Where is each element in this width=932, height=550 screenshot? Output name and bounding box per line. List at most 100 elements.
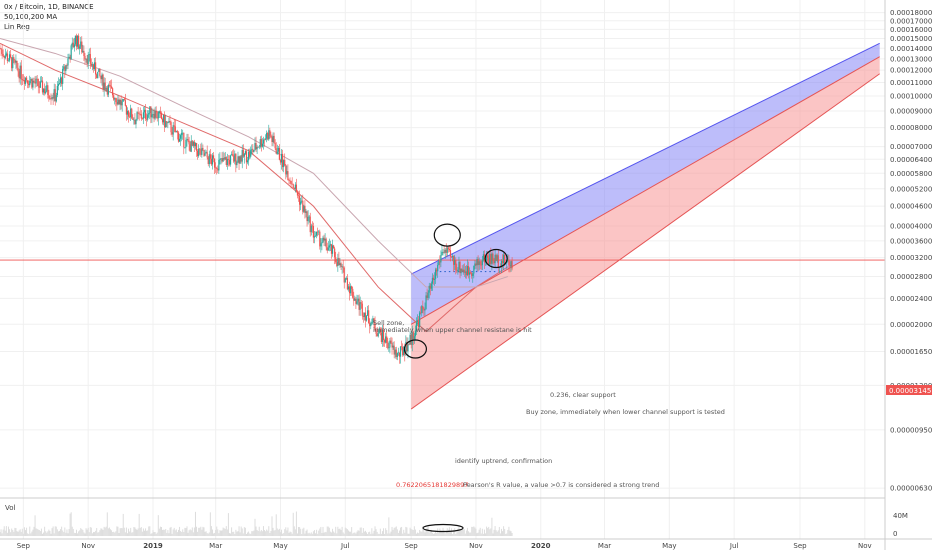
- price-tick-label: 0.00008000: [890, 124, 932, 132]
- channel-middle-line: [410, 56, 880, 325]
- candle-body: [254, 143, 256, 151]
- volume-bar: [204, 531, 206, 536]
- volume-bar: [435, 530, 437, 536]
- volume-bar: [398, 530, 400, 536]
- volume-bar: [191, 527, 193, 536]
- volume-bar: [352, 533, 354, 536]
- volume-bar: [193, 527, 195, 536]
- time-axis[interactable]: Sep Nov 2019 Mar May Jul Sep Nov 2020 Mar May Jul Se…: [0, 538, 932, 550]
- candle-body: [354, 298, 356, 301]
- candle-body: [76, 35, 79, 47]
- volume-bar: [262, 526, 264, 536]
- candle-body: [402, 347, 404, 356]
- volume-bar: [363, 531, 365, 536]
- volume-bar: [334, 532, 336, 536]
- candle-body: [249, 152, 251, 157]
- volume-bar: [390, 531, 392, 536]
- candle-body: [42, 88, 45, 93]
- candle-body: [141, 118, 143, 120]
- volume-bar: [19, 529, 21, 536]
- candle-body: [228, 159, 231, 165]
- volume-bar: [50, 533, 52, 536]
- volume-bar: [104, 527, 106, 536]
- volume-bar: [4, 530, 6, 536]
- volume-bar: [422, 526, 424, 536]
- candle-body: [327, 247, 329, 251]
- volume-bar: [187, 532, 189, 536]
- volume-bar: [22, 533, 24, 536]
- volume-bar: [157, 515, 159, 536]
- volume-bar: [377, 533, 379, 536]
- candle-body: [144, 109, 147, 119]
- volume-bar: [227, 513, 229, 536]
- candle-body: [303, 205, 305, 212]
- candle-body: [507, 259, 509, 261]
- volume-bar: [396, 529, 398, 536]
- candle-body: [71, 42, 73, 46]
- candle-body: [263, 139, 266, 141]
- volume-bar: [383, 528, 385, 536]
- linreg-indicator-label[interactable]: Lin Reg: [4, 23, 30, 31]
- volume-bar: [89, 527, 91, 536]
- candle-body: [485, 255, 488, 261]
- volume-bar: [481, 528, 483, 536]
- candle-body: [5, 53, 7, 56]
- volume-bar: [472, 526, 474, 536]
- volume-bar: [244, 527, 246, 536]
- candle-body: [257, 146, 259, 148]
- candle-body: [408, 344, 410, 345]
- candle-body: [57, 84, 60, 86]
- candle-body: [341, 266, 343, 267]
- volume-bar: [35, 528, 37, 536]
- candle-body: [175, 131, 177, 133]
- candle-body: [339, 263, 341, 266]
- time-tick-label: Nov: [81, 542, 95, 550]
- candle-body: [86, 58, 88, 64]
- time-tick-label: Nov: [469, 542, 483, 550]
- candle-body: [100, 75, 102, 80]
- candle-body: [350, 286, 352, 294]
- volume-bar: [462, 529, 464, 536]
- candle-body: [472, 273, 474, 276]
- candle-body: [135, 119, 137, 125]
- volume-bar: [379, 528, 381, 536]
- candle-body: [178, 138, 181, 142]
- candle-body: [65, 65, 67, 71]
- volume-bar: [345, 528, 347, 536]
- candle-body: [2, 53, 4, 56]
- candle-body: [380, 332, 383, 342]
- candle-body: [202, 147, 204, 151]
- price-axis[interactable]: 0.000180000.000170000.000160000.00015000…: [884, 0, 932, 550]
- volume-bar: [426, 527, 428, 536]
- volume-bar: [88, 532, 90, 536]
- volume-bar: [134, 527, 136, 536]
- candle-body: [206, 152, 208, 158]
- candle-body: [250, 149, 252, 157]
- candle-body: [331, 245, 334, 254]
- price-tick-label: 0.00004000: [890, 222, 932, 230]
- candle-body: [44, 88, 46, 94]
- candle-body: [194, 143, 197, 147]
- volume-bar: [100, 528, 102, 536]
- volume-bar: [300, 528, 302, 536]
- candle-body: [446, 247, 448, 253]
- candle-body: [490, 254, 492, 264]
- candle-body: [449, 250, 452, 257]
- volume-bar: [239, 532, 241, 536]
- volume-bar: [509, 530, 511, 536]
- candle-body: [73, 44, 75, 48]
- candle-body: [417, 321, 420, 328]
- candle-body: [173, 125, 175, 127]
- ma-indicator-label[interactable]: 50,100,200 MA: [4, 13, 58, 21]
- candle-body: [373, 318, 375, 324]
- candle-body: [84, 56, 86, 60]
- candle-body: [293, 187, 295, 189]
- candle-body: [171, 132, 173, 135]
- volume-bars: [0, 511, 513, 536]
- volume-tick-0: 0: [893, 530, 897, 538]
- candle-body: [0, 48, 2, 50]
- price-tick-label: 0.00000950: [890, 426, 932, 434]
- candle-body: [133, 119, 135, 121]
- candle-body: [243, 153, 245, 157]
